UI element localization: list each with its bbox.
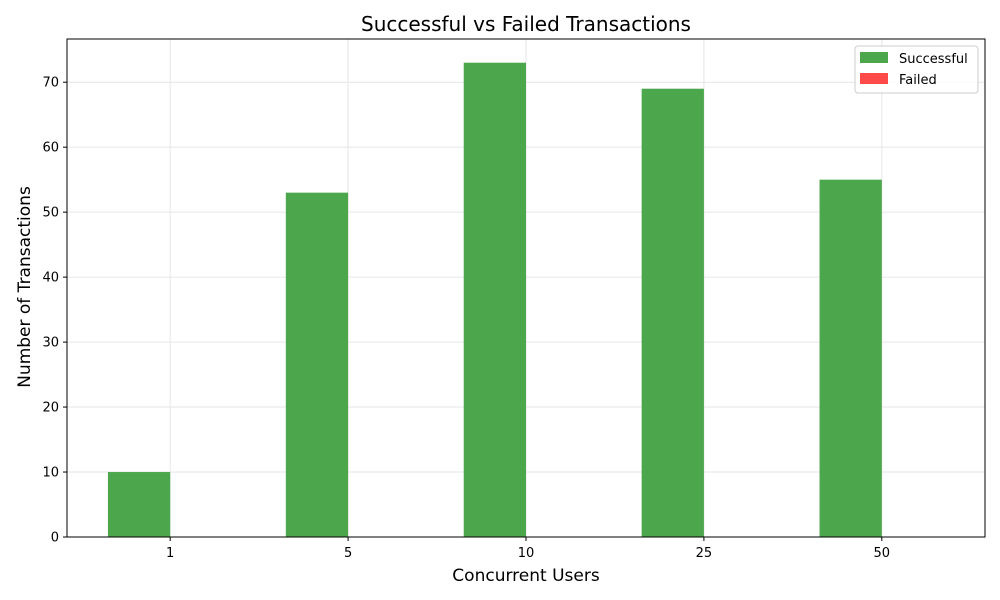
y-axis-label: Number of Transactions [15,186,35,388]
legend-swatch-failed [860,73,888,84]
legend-label-successful: Successful [899,52,968,67]
x-tick-label: 5 [344,546,352,561]
bar-successful-1 [107,472,171,537]
ticks: 0 10 20 30 40 50 60 70 1 5 10 25 50 [42,76,890,561]
bars [107,62,882,538]
bar-successful-25 [641,88,704,537]
y-tick-label: 0 [51,531,59,546]
y-tick-label: 30 [42,336,59,351]
y-tick-label: 40 [42,271,59,286]
legend-label-failed: Failed [899,73,937,88]
x-tick-label: 50 [874,546,891,561]
x-tick-label: 1 [166,546,174,561]
bar-successful-50 [819,179,882,538]
chart-title: Successful vs Failed Transactions [361,12,691,36]
legend-swatch-successful [860,52,888,63]
y-tick-label: 50 [42,206,59,221]
x-tick-label: 10 [518,546,535,561]
y-tick-label: 20 [42,401,59,416]
bar-successful-5 [285,192,349,537]
y-tick-label: 70 [42,76,59,91]
y-tick-label: 60 [42,141,59,156]
bar-successful-10 [463,62,526,537]
y-tick-label: 10 [42,466,59,481]
x-axis-label: Concurrent Users [452,566,600,586]
legend: Successful Failed [854,45,979,94]
x-tick-label: 25 [696,546,713,561]
